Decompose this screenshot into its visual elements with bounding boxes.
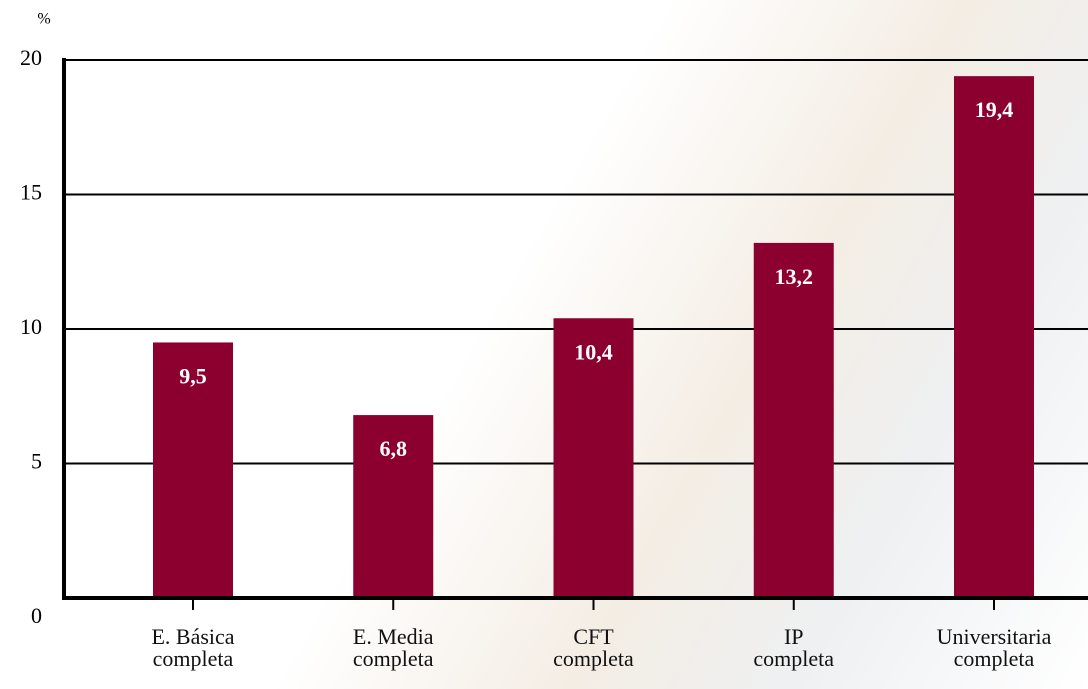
value-label: 13,2 [775, 264, 814, 289]
value-label: 19,4 [975, 97, 1014, 122]
bar [553, 318, 634, 598]
x-tick-label: CFT completa [553, 624, 634, 671]
y-tick-label: 0 [31, 603, 42, 628]
value-label: 6,8 [380, 436, 408, 461]
x-tick-label: E. Media completa [352, 624, 434, 671]
y-tick-label: 5 [31, 449, 42, 474]
x-tick-label: Universitaria completa [936, 624, 1052, 671]
bar [153, 342, 233, 598]
bar [753, 242, 834, 599]
value-label: 9,5 [179, 363, 207, 388]
bar [353, 415, 434, 598]
y-tick-label: 20 [20, 45, 42, 70]
y-tick-label: 10 [20, 314, 42, 339]
y-axis-unit: % [37, 11, 50, 28]
value-label: 10,4 [574, 339, 613, 364]
y-tick-label: 15 [20, 180, 42, 205]
x-tick-label: IP completa [753, 624, 835, 671]
bar [954, 76, 1034, 598]
x-tick-label: E. Básica completa [151, 624, 235, 671]
